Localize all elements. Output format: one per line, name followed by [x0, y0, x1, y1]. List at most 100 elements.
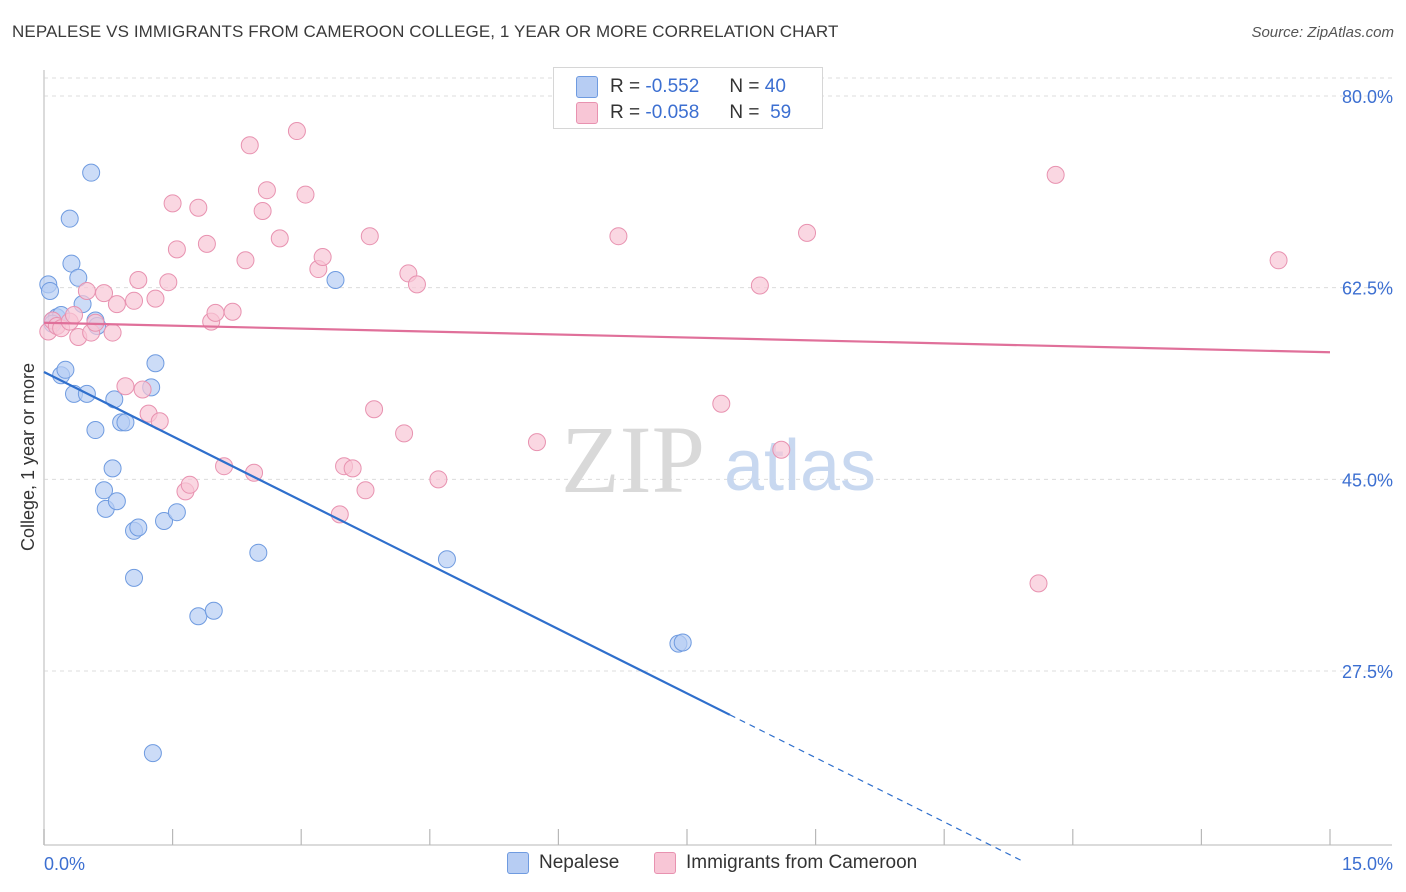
x-tick-label: 0.0% — [44, 854, 85, 874]
cameroon-point — [240, 136, 259, 155]
cameroon-point — [146, 289, 165, 308]
cameroon-point — [395, 424, 414, 443]
n-value: 59 — [770, 102, 792, 123]
blue-swatch — [576, 76, 598, 98]
source-label: Source: ZipAtlas.com — [1251, 24, 1394, 41]
cameroon-point — [365, 400, 384, 419]
nepalese-point — [204, 601, 223, 620]
cameroon-point — [107, 295, 126, 314]
cameroon-point — [95, 284, 114, 303]
watermark: ZIP atlas — [561, 406, 876, 513]
blue-swatch — [507, 852, 529, 874]
nepalese-point — [155, 511, 174, 530]
cameroon-point — [270, 229, 289, 248]
cameroon-point — [245, 463, 264, 482]
cameroon-point — [189, 198, 208, 217]
cameroon-point — [159, 273, 178, 292]
watermark-atlas: atlas — [724, 426, 876, 506]
nepalese-point — [167, 503, 186, 522]
nepalese-point — [143, 744, 162, 763]
nepalese-point — [60, 209, 79, 228]
bottom-legend: Nepalese Immigrants from Cameroon — [0, 850, 1406, 880]
pink-swatch — [654, 852, 676, 874]
legend-item-nepalese[interactable]: Nepalese — [507, 852, 619, 874]
cameroon-point — [772, 440, 791, 459]
nepalese-point — [69, 268, 88, 287]
pink-swatch — [576, 102, 598, 124]
cameroon-point — [1029, 574, 1048, 593]
nepalese-point — [103, 459, 122, 478]
cameroon-point — [296, 185, 315, 204]
cameroon-point — [429, 470, 448, 489]
legend-label: Nepalese — [539, 852, 620, 873]
cameroon-point — [125, 291, 144, 310]
nepalese-point — [129, 518, 148, 537]
grid-layer — [44, 77, 1392, 672]
legend-item-cameroon[interactable]: Immigrants from Cameroon — [654, 852, 917, 874]
stats-legend: R = -0.552 N = 40 R = -0.058 N = 59 — [553, 67, 823, 129]
nepalese-point — [86, 421, 105, 440]
nepalese-point — [95, 481, 114, 500]
cameroon-point — [206, 303, 225, 322]
nepalese-point — [189, 607, 208, 626]
cameroon-point — [1269, 251, 1288, 270]
chart-title: NEPALESE VS IMMIGRANTS FROM CAMEROON COL… — [12, 22, 839, 41]
cameroon-point — [236, 251, 255, 270]
cameroon-point — [65, 306, 84, 325]
nepalese-trend-extension — [729, 714, 1022, 862]
x-tick-label: 15.0% — [1342, 854, 1393, 874]
watermark-zip: ZIP — [561, 406, 705, 513]
cameroon-point — [750, 276, 769, 295]
r-label: R = — [610, 102, 641, 123]
cameroon-point — [133, 380, 152, 399]
cameroon-point — [103, 323, 122, 342]
cameroon-point — [343, 459, 362, 478]
cameroon-point — [527, 433, 546, 452]
cameroon-point — [129, 271, 148, 289]
nepalese-trend-line — [43, 371, 731, 716]
nepalese-point — [107, 492, 126, 511]
n-value: 40 — [764, 76, 786, 97]
cameroon-point — [609, 227, 628, 246]
cameroon-point — [253, 202, 272, 220]
cameroon-point — [116, 377, 135, 396]
cameroon-point — [257, 181, 276, 200]
cameroon-point — [407, 275, 426, 294]
y-tick-label: 62.5% — [1342, 279, 1393, 299]
nepalese-point — [146, 354, 165, 373]
r-label: R = — [610, 76, 641, 97]
cameroon-trend-line — [43, 321, 1331, 354]
nepalese-point — [56, 360, 75, 379]
cameroon-point — [1046, 165, 1065, 184]
points-layer — [39, 122, 1288, 763]
y-tick-label: 80.0% — [1342, 87, 1393, 107]
nepalese-point — [41, 281, 60, 300]
trend-layer — [43, 321, 1331, 862]
nepalese-point — [249, 543, 268, 562]
legend-label: Immigrants from Cameroon — [686, 852, 918, 873]
cameroon-point — [360, 227, 379, 246]
y-tick-label: 45.0% — [1342, 470, 1393, 490]
tick-labels: 80.0% 62.5% 45.0% 27.5% 0.0% 15.0% — [44, 87, 1393, 874]
r-value: -0.552 — [645, 76, 700, 97]
nepalese-point — [437, 550, 456, 569]
r-value: -0.058 — [645, 102, 700, 123]
cameroon-point — [798, 223, 817, 242]
axis-layer — [43, 70, 1392, 846]
cameroon-point — [356, 481, 375, 500]
cameroon-point — [197, 234, 216, 253]
n-label: N = — [729, 76, 760, 97]
cameroon-point — [167, 240, 186, 259]
cameroon-point — [223, 302, 242, 321]
nepalese-point — [82, 163, 101, 182]
nepalese-point — [125, 568, 144, 587]
n-label: N = — [729, 102, 760, 123]
stats-row-nepalese: R = -0.552 N = 40 — [576, 74, 786, 100]
nepalese-point — [326, 271, 345, 289]
cameroon-point — [180, 475, 199, 494]
cameroon-point — [163, 194, 182, 213]
y-axis-label: College, 1 year or more — [18, 363, 38, 551]
cameroon-point — [313, 248, 332, 266]
cameroon-point — [712, 394, 731, 413]
